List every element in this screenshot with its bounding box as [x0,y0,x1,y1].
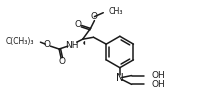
Text: OH: OH [151,80,165,89]
Text: O: O [91,12,98,21]
Text: C(CH₃)₃: C(CH₃)₃ [6,37,35,46]
Text: O: O [44,40,51,49]
Text: ◖: ◖ [82,39,85,44]
Text: O: O [59,57,66,66]
Text: CH₃: CH₃ [108,7,123,16]
Text: O: O [74,20,81,29]
Text: N: N [116,74,124,84]
Text: OH: OH [151,71,165,80]
Text: NH: NH [65,41,79,50]
